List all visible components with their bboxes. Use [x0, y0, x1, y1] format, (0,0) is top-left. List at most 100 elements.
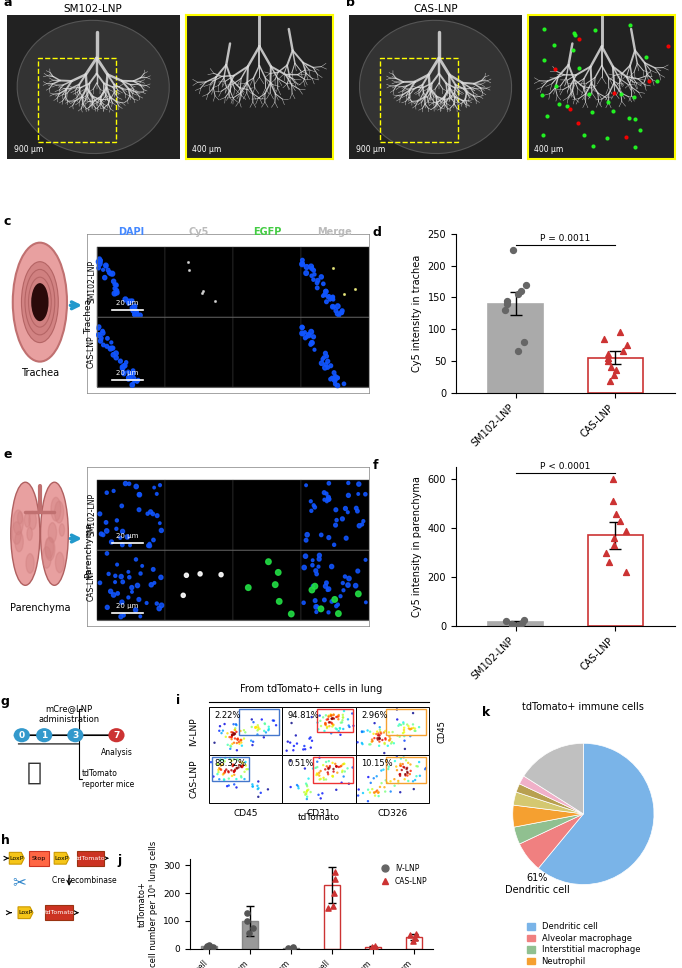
Circle shape — [310, 341, 314, 345]
Point — [228, 751, 239, 767]
Circle shape — [132, 377, 136, 380]
Point — [338, 710, 349, 725]
Point — [323, 714, 334, 730]
Circle shape — [98, 339, 102, 343]
Circle shape — [340, 312, 343, 315]
Point — [301, 783, 312, 799]
Circle shape — [97, 333, 100, 336]
Wedge shape — [524, 743, 583, 814]
Point — [321, 720, 332, 736]
Circle shape — [219, 572, 223, 577]
Point — [333, 723, 344, 739]
Circle shape — [127, 370, 130, 373]
Point — [229, 722, 240, 738]
Circle shape — [113, 490, 115, 493]
Text: 900 μm: 900 μm — [14, 144, 43, 154]
Circle shape — [313, 599, 317, 602]
Circle shape — [319, 275, 323, 279]
Point — [323, 753, 334, 769]
Circle shape — [128, 576, 131, 579]
Point — [403, 718, 414, 734]
Point — [330, 756, 341, 771]
Circle shape — [98, 581, 102, 585]
Circle shape — [51, 498, 61, 521]
Circle shape — [333, 378, 336, 380]
Point — [226, 729, 237, 744]
Text: f: f — [372, 459, 378, 472]
Point — [215, 752, 226, 768]
Circle shape — [134, 558, 138, 561]
Circle shape — [134, 484, 138, 489]
Point — [337, 712, 348, 728]
Circle shape — [119, 615, 123, 619]
Point — [281, 742, 292, 758]
Point — [225, 738, 236, 753]
Point — [403, 721, 414, 737]
Point — [234, 757, 245, 772]
Point — [218, 767, 228, 782]
Circle shape — [315, 282, 318, 285]
Wedge shape — [538, 743, 654, 885]
Bar — [365, 947, 381, 949]
Point — [301, 791, 312, 806]
Point — [248, 714, 259, 730]
Point — [183, 254, 194, 269]
Point — [368, 785, 379, 801]
Point — [374, 779, 385, 795]
Point — [335, 727, 346, 742]
Point — [338, 287, 349, 302]
Point — [602, 353, 613, 369]
Text: EGFP: EGFP — [252, 227, 281, 237]
Ellipse shape — [21, 261, 58, 343]
Point — [398, 759, 409, 774]
Point — [258, 730, 269, 745]
Point — [229, 767, 240, 782]
Point — [644, 74, 655, 89]
Circle shape — [102, 268, 104, 271]
Point — [310, 760, 321, 775]
Circle shape — [288, 611, 294, 617]
Point — [373, 788, 384, 803]
Point — [227, 757, 238, 772]
Circle shape — [138, 493, 141, 497]
Circle shape — [119, 536, 121, 539]
Point — [224, 729, 235, 744]
Point — [389, 753, 400, 769]
Point — [335, 759, 346, 774]
Circle shape — [303, 331, 306, 334]
Circle shape — [327, 295, 329, 299]
Point — [216, 758, 226, 773]
Point — [413, 719, 424, 735]
Circle shape — [127, 570, 130, 573]
Point — [228, 776, 239, 792]
Point — [608, 471, 619, 487]
Bar — [97, 480, 165, 550]
Point — [263, 719, 274, 735]
Point — [183, 262, 194, 278]
Point — [263, 781, 273, 797]
Circle shape — [110, 271, 115, 276]
Text: Analysis: Analysis — [100, 748, 132, 757]
Text: tdTomato: tdTomato — [44, 910, 74, 915]
Point — [368, 940, 379, 955]
Bar — [324, 885, 340, 949]
Point — [629, 111, 640, 127]
Point — [379, 725, 389, 741]
Point — [336, 715, 346, 731]
Circle shape — [347, 481, 350, 484]
Circle shape — [135, 314, 139, 318]
Circle shape — [323, 598, 326, 602]
Circle shape — [310, 509, 313, 512]
Circle shape — [331, 295, 335, 299]
Legend: IV-LNP, CAS-LNP: IV-LNP, CAS-LNP — [380, 862, 429, 888]
Point — [372, 728, 383, 743]
Point — [501, 614, 512, 629]
Point — [405, 763, 416, 778]
Circle shape — [111, 347, 115, 349]
Text: Parenchyma: Parenchyma — [84, 522, 93, 578]
Point — [618, 344, 629, 359]
Circle shape — [340, 309, 344, 313]
Point — [198, 283, 209, 298]
Point — [242, 905, 253, 921]
Point — [608, 367, 619, 382]
